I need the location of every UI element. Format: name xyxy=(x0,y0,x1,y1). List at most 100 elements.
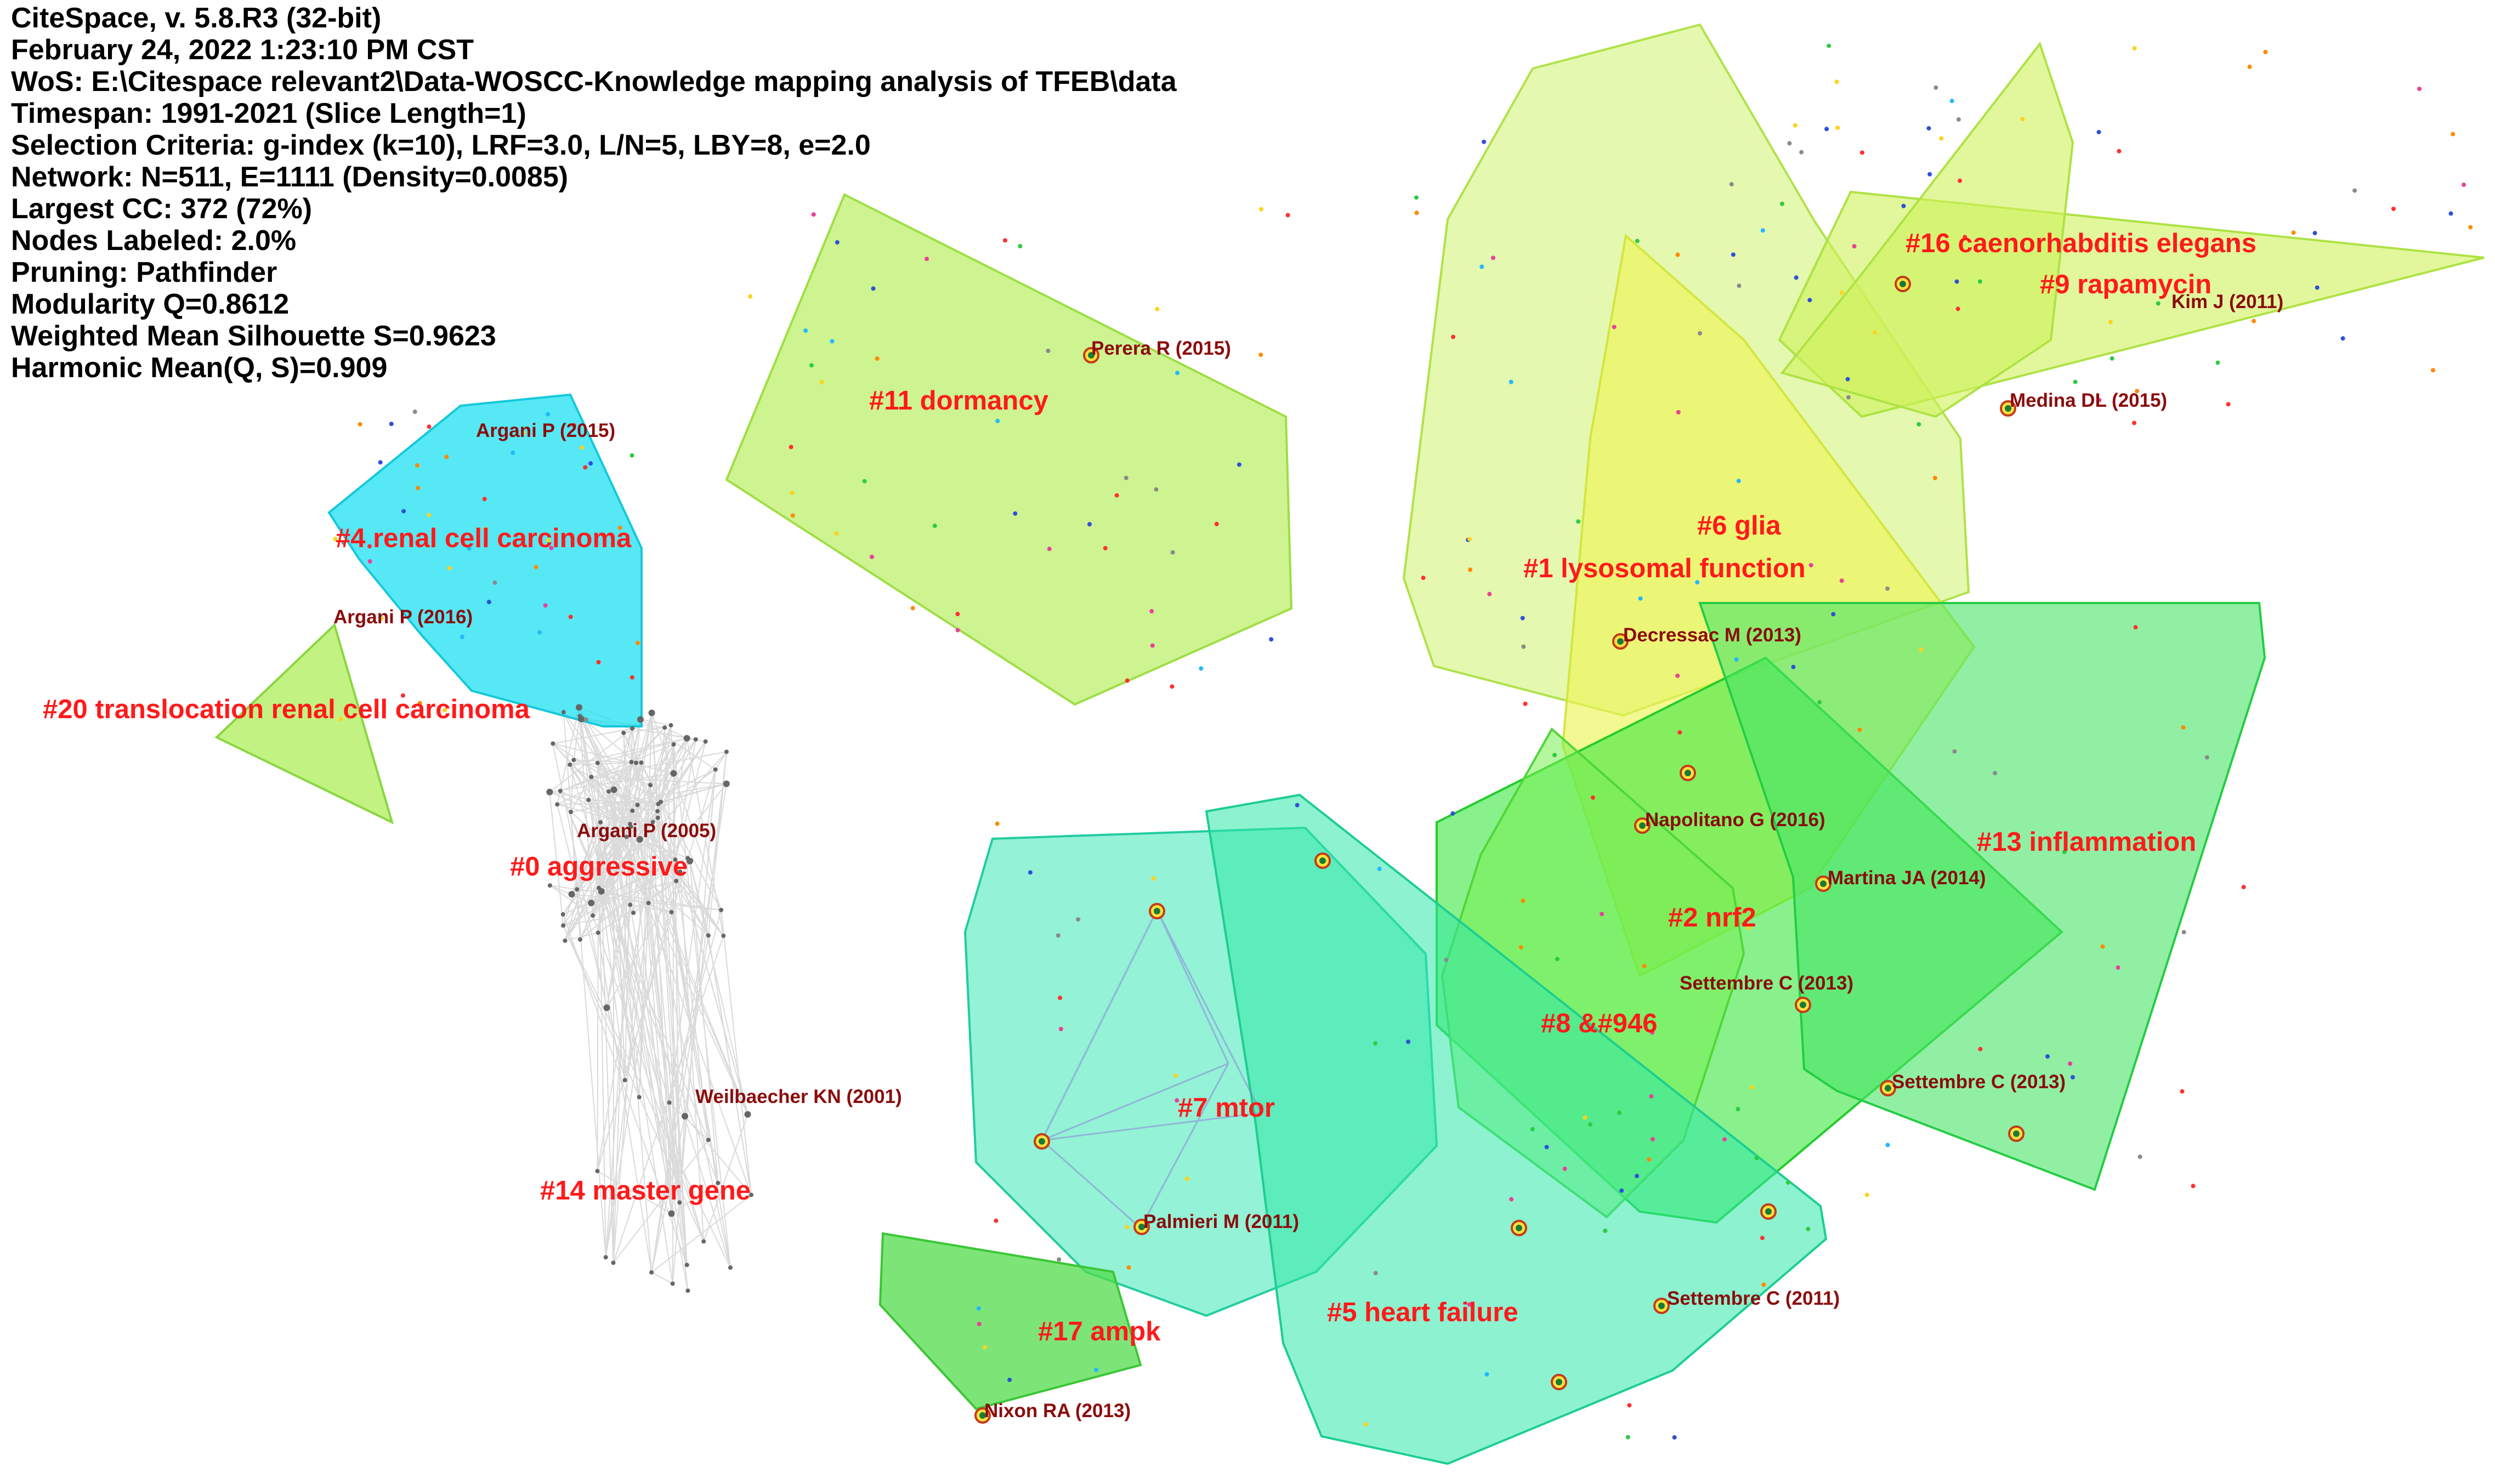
network-node xyxy=(1734,657,1739,662)
network-node xyxy=(1932,475,1937,480)
network-node xyxy=(1827,43,1831,48)
ref-label-perera-2015[interactable]: Perera R (2015) xyxy=(1091,338,1231,359)
network-node xyxy=(2181,725,2186,730)
network-node xyxy=(1939,136,1944,141)
network-node xyxy=(924,257,929,261)
network-node xyxy=(693,737,698,742)
network-node xyxy=(1373,1271,1378,1276)
ref-label-argani-2015[interactable]: Argani P (2015) xyxy=(476,420,615,441)
network-node xyxy=(1698,331,1703,336)
network-node xyxy=(1647,1157,1652,1162)
cited-reference-node-core xyxy=(1154,908,1160,914)
ref-label-medina-2015[interactable]: Medina DL (2015) xyxy=(2010,390,2167,411)
network-edge xyxy=(707,935,752,1195)
cluster-label-0[interactable]: #0 aggressive xyxy=(510,852,688,882)
cited-reference-node-core xyxy=(1685,770,1691,776)
ref-label-palmieri-2011[interactable]: Palmieri M (2011) xyxy=(1143,1211,1299,1232)
network-node xyxy=(2137,1155,2142,1159)
network-node xyxy=(1949,99,1954,104)
network-node xyxy=(1956,117,1961,122)
cluster-label-2[interactable]: #2 nrf2 xyxy=(1668,903,1756,933)
meta-silhouette: Weighted Mean Silhouette S=0.9623 xyxy=(11,320,496,352)
cluster-label-7[interactable]: #7 mtor xyxy=(1178,1093,1275,1123)
cluster-label-14[interactable]: #14 master gene xyxy=(540,1176,751,1206)
ref-label-argani-2016[interactable]: Argani P (2016) xyxy=(333,606,473,628)
cluster-label-20[interactable]: #20 translocation renal cell carcinoma xyxy=(43,695,530,724)
network-node xyxy=(646,901,651,906)
network-node xyxy=(910,606,915,611)
network-node xyxy=(2340,336,2345,341)
ref-label-martina-2014[interactable]: Martina JA (2014) xyxy=(1828,867,1986,889)
network-node xyxy=(2135,389,2140,394)
ref-label-napolitano-2016[interactable]: Napolitano G (2016) xyxy=(1645,809,1825,831)
cluster-label-11[interactable]: #11 dormancy xyxy=(869,386,1048,416)
cluster-label-16[interactable]: #16 caenorhabditis elegans xyxy=(1906,229,2256,258)
network-node xyxy=(378,460,383,465)
cluster-label-17[interactable]: #17 ampk xyxy=(1038,1317,1161,1346)
cluster-label-6[interactable]: #6 glia xyxy=(1697,511,1781,541)
network-node xyxy=(1839,578,1844,583)
network-node xyxy=(389,422,394,427)
ref-label-settembre-2013b[interactable]: Settembre C (2013) xyxy=(1892,1071,2066,1093)
ref-label-nixon-2013[interactable]: Nixon RA (2013) xyxy=(984,1400,1131,1422)
network-edge xyxy=(613,789,615,1263)
ref-label-argani-2005[interactable]: Argani P (2005) xyxy=(577,820,716,841)
network-node xyxy=(483,527,487,532)
network-edge xyxy=(560,744,674,792)
network-node xyxy=(637,716,644,723)
cluster-label-1[interactable]: #1 lysosomal function xyxy=(1523,554,1806,583)
network-edge xyxy=(657,727,666,811)
ref-label-settembre-2013a[interactable]: Settembre C (2013) xyxy=(1680,973,1853,994)
network-node xyxy=(568,891,575,898)
cluster-hull-17[interactable] xyxy=(878,1232,1142,1411)
analysis-metadata-panel: CiteSpace, v. 5.8.R3 (32-bit) February 2… xyxy=(11,2,1177,384)
network-node xyxy=(543,603,548,608)
network-node xyxy=(1518,945,1523,950)
ref-label-weilbaecher-2001[interactable]: Weilbaecher KN (2001) xyxy=(695,1086,902,1107)
cluster-label-9[interactable]: #9 rapamycin xyxy=(2040,270,2212,299)
cluster-hull-5[interactable] xyxy=(1205,793,1828,1465)
cluster-label-8[interactable]: #8 &#946 xyxy=(1541,1009,1658,1038)
network-edge xyxy=(588,799,731,1268)
network-node xyxy=(549,545,554,550)
cluster-label-5[interactable]: #5 heart failure xyxy=(1327,1298,1518,1327)
ref-label-kim-2011[interactable]: Kim J (2011) xyxy=(2171,291,2283,312)
network-node xyxy=(1808,562,1813,567)
cluster-hull-13[interactable] xyxy=(1698,602,2266,1191)
network-node xyxy=(1058,996,1063,1000)
network-node xyxy=(1807,298,1812,303)
cluster-hull-4[interactable] xyxy=(327,393,643,727)
network-node xyxy=(629,760,634,765)
network-node xyxy=(1150,643,1155,648)
network-node xyxy=(678,869,683,874)
network-node xyxy=(586,798,591,803)
network-node xyxy=(628,822,633,827)
network-node xyxy=(811,212,816,217)
network-node xyxy=(1846,395,1851,400)
network-node xyxy=(2241,885,2246,890)
network-edge xyxy=(657,769,716,812)
network-node xyxy=(1785,1180,1790,1185)
network-node xyxy=(1635,238,1640,243)
network-edge xyxy=(549,727,633,793)
ref-label-decressac-2013[interactable]: Decressac M (2013) xyxy=(1623,624,1801,646)
meta-network-size: Network: N=511, E=1111 (Density=0.0085) xyxy=(11,161,569,193)
cluster-label-13[interactable]: #13 inflammation xyxy=(1977,827,2196,857)
network-node xyxy=(2391,206,2396,211)
network-node xyxy=(719,907,724,912)
cluster-hull-20[interactable] xyxy=(214,623,394,825)
network-node xyxy=(819,380,824,385)
cited-reference-node-core xyxy=(1820,880,1827,887)
ref-label-settembre-2011[interactable]: Settembre C (2011) xyxy=(1667,1288,1840,1309)
cluster-label-4[interactable]: #4 renal cell carcinoma xyxy=(336,524,632,553)
network-node xyxy=(1482,139,1487,144)
network-node xyxy=(670,1281,675,1286)
network-node xyxy=(1799,150,1804,155)
network-edge xyxy=(651,713,681,1203)
network-node xyxy=(603,1255,608,1260)
cluster-hull-9[interactable] xyxy=(1780,41,2074,418)
cluster-hull-11[interactable] xyxy=(725,193,1293,706)
network-node xyxy=(1958,178,1963,183)
network-node xyxy=(667,1100,672,1105)
network-edge xyxy=(606,713,653,1008)
